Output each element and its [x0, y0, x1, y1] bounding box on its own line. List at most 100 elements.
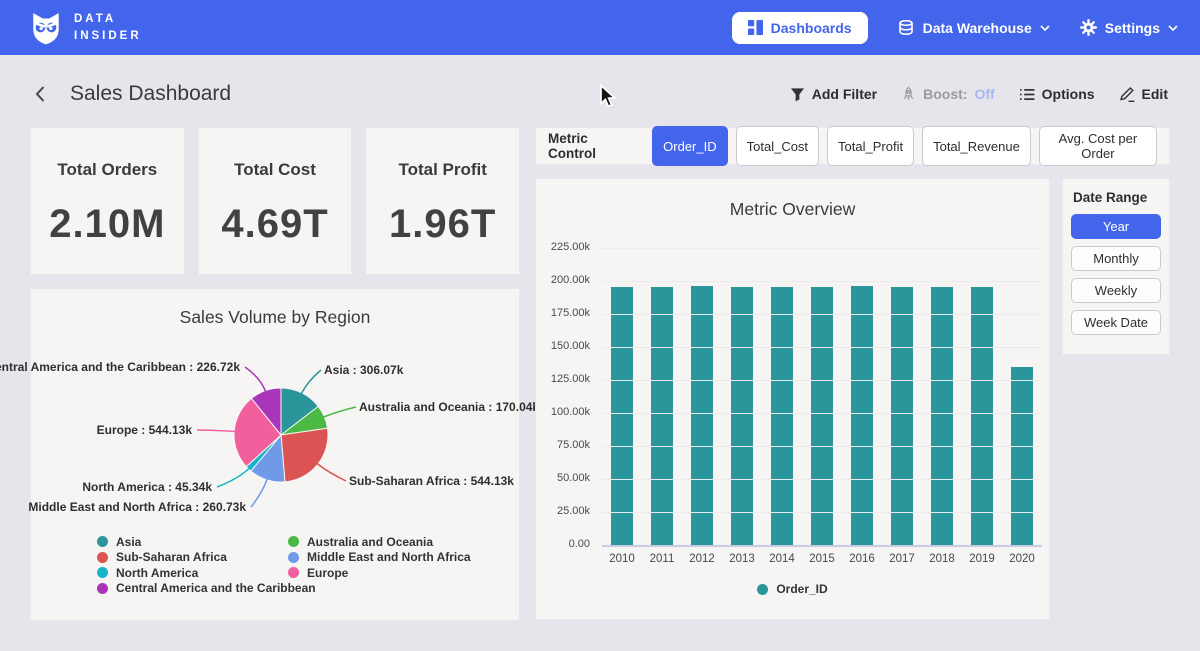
pencil-icon [1119, 86, 1135, 102]
bar-2014[interactable] [771, 287, 793, 545]
x-axis-tick: 2014 [762, 553, 802, 565]
dashboards-label: Dashboards [771, 20, 852, 36]
kpi-value: 1.96T [366, 202, 519, 247]
bar-2017[interactable] [891, 287, 913, 545]
top-navigation-bar: DATA INSIDER Dashboards Data Warehouse [0, 0, 1200, 55]
bar-chart-legend[interactable]: Order_ID [536, 582, 1049, 596]
kpi-label: Total Cost [199, 160, 352, 180]
bar-2016[interactable] [851, 286, 873, 545]
chevron-down-icon [1040, 25, 1050, 31]
chevron-down-icon [1168, 25, 1178, 31]
bar-2015[interactable] [811, 287, 833, 545]
y-axis-tick: 175.00k [538, 307, 590, 319]
legend-label: Sub-Saharan Africa [116, 550, 227, 564]
date-range-weekly[interactable]: Weekly [1071, 278, 1161, 303]
options-button[interactable]: Options [1019, 86, 1095, 102]
gridline [602, 413, 1042, 414]
date-range-week-date[interactable]: Week Date [1071, 310, 1161, 335]
legend-item-asia[interactable]: Asia [97, 534, 288, 550]
gridline [602, 281, 1042, 282]
pie-label-asia: Asia : 306.07k [324, 363, 403, 377]
kpi-label: Total Orders [31, 160, 184, 180]
y-axis-tick: 225.00k [538, 241, 590, 253]
legend-dot [288, 552, 299, 563]
pie-label-north-america: North America : 45.34k [82, 480, 212, 494]
bar-slot: 2020 [1002, 248, 1042, 545]
pie-label-central-america-and-the-caribbean: Central America and the Caribbean : 226.… [0, 360, 240, 374]
gridline [602, 380, 1042, 381]
metric-chip-total-cost[interactable]: Total_Cost [736, 126, 819, 166]
back-button[interactable] [34, 85, 46, 103]
pie-label-europe: Europe : 544.13k [97, 423, 192, 437]
edit-label: Edit [1142, 86, 1168, 102]
bar-2019[interactable] [971, 287, 993, 545]
bar-slot: 2014 [762, 248, 802, 545]
gear-icon [1080, 19, 1097, 36]
settings-menu[interactable]: Settings [1080, 19, 1178, 36]
bar-chart-card: Metric Overview 201020112012201320142015… [535, 178, 1050, 620]
pie-leader-line [316, 463, 346, 481]
bar-2010[interactable] [611, 287, 633, 545]
x-axis-tick: 2020 [1002, 553, 1042, 565]
pie-label-middle-east-and-north-africa: Middle East and North Africa : 260.73k [28, 500, 246, 514]
dashboards-button[interactable]: Dashboards [732, 12, 868, 44]
y-axis-tick: 75.00k [538, 439, 590, 451]
bar-2012[interactable] [691, 286, 713, 545]
legend-label: Australia and Oceania [307, 535, 433, 549]
bar-2018[interactable] [931, 287, 953, 545]
page-title: Sales Dashboard [70, 82, 231, 106]
bar-series: 2010201120122013201420152016201720182019… [602, 248, 1042, 545]
date-range-year[interactable]: Year [1071, 214, 1161, 239]
kpi-label: Total Profit [366, 160, 519, 180]
kpi-card-total-cost: Total Cost 4.69T [198, 127, 353, 275]
legend-dot [97, 567, 108, 578]
y-axis-tick: 25.00k [538, 505, 590, 517]
edit-button[interactable]: Edit [1119, 86, 1168, 102]
legend-item-australia-and-oceania[interactable]: Australia and Oceania [288, 534, 479, 550]
gridline [602, 479, 1042, 480]
x-axis-tick: 2011 [642, 553, 682, 565]
bar-slot: 2016 [842, 248, 882, 545]
bar-slot: 2017 [882, 248, 922, 545]
metric-chip-avg-cost-per-order[interactable]: Avg. Cost per Order [1039, 126, 1157, 166]
metric-control-buttons: Order_IDTotal_CostTotal_ProfitTotal_Reve… [652, 126, 1157, 166]
metric-control-bar: Metric Control Order_IDTotal_CostTotal_P… [535, 127, 1170, 165]
legend-item-europe[interactable]: Europe [288, 565, 479, 581]
boost-value: Off [974, 86, 994, 102]
pie-chart-card: Sales Volume by Region Asia : 306.07kAus… [30, 288, 520, 621]
metric-control-label: Metric Control [548, 131, 636, 161]
pie-leader-line [197, 430, 236, 432]
metric-chip-total-profit[interactable]: Total_Profit [827, 126, 914, 166]
bar-plot: 2010201120122013201420152016201720182019… [602, 248, 1042, 545]
legend-dot [757, 584, 768, 595]
boost-toggle[interactable]: Boost: Off [901, 86, 995, 102]
bar-2011[interactable] [651, 287, 673, 545]
dashboard-toolbar: Sales Dashboard Add Filter Boost: Off Op… [0, 55, 1200, 127]
date-range-panel: Date Range YearMonthlyWeeklyWeek Date [1062, 178, 1170, 355]
database-icon [898, 20, 915, 36]
metric-chip-total-revenue[interactable]: Total_Revenue [922, 126, 1031, 166]
date-range-buttons: Year Monthly Weekly Week Date [1071, 214, 1161, 335]
y-axis-tick: 0.00 [538, 538, 590, 550]
bar-slot: 2018 [922, 248, 962, 545]
x-axis-tick: 2019 [962, 553, 1002, 565]
legend-item-north-america[interactable]: North America [97, 565, 288, 581]
legend-item-middle-east-and-north-africa[interactable]: Middle East and North Africa [288, 550, 479, 566]
metric-chip-order-id[interactable]: Order_ID [652, 126, 727, 166]
bar-slot: 2011 [642, 248, 682, 545]
pie-label-sub-saharan-africa: Sub-Saharan Africa : 544.13k [349, 474, 514, 488]
legend-item-sub-saharan-africa[interactable]: Sub-Saharan Africa [97, 550, 288, 566]
x-axis-tick: 2013 [722, 553, 762, 565]
legend-item-central-america-and-the-caribbean[interactable]: Central America and the Caribbean [97, 581, 288, 597]
bar-2020[interactable] [1011, 367, 1033, 545]
date-range-monthly[interactable]: Monthly [1071, 246, 1161, 271]
add-filter-button[interactable]: Add Filter [790, 86, 877, 102]
bar-slot: 2012 [682, 248, 722, 545]
data-warehouse-menu[interactable]: Data Warehouse [898, 20, 1050, 36]
bar-slot: 2013 [722, 248, 762, 545]
pie-slice-sub-saharan-africa[interactable] [281, 428, 328, 482]
bar-2013[interactable] [731, 287, 753, 545]
legend-label: Central America and the Caribbean [116, 581, 316, 595]
legend-dot [97, 552, 108, 563]
gridline [602, 512, 1042, 513]
